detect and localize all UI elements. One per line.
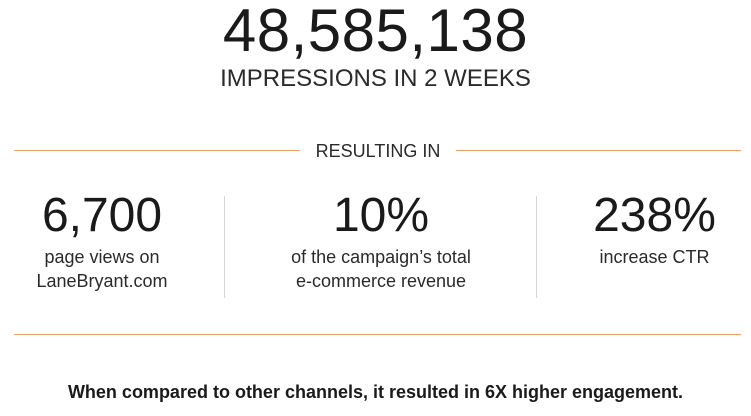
divider-line-right (456, 150, 741, 151)
stat-revenue-share: 10% of the campaign’s total e-commerce r… (226, 188, 536, 292)
stat-value: 6,700 (41, 189, 163, 242)
stat-ctr-increase: 238% increase CTR (558, 188, 751, 268)
stat-description-line: e-commerce revenue (295, 271, 467, 291)
stat-value: 238% (593, 189, 716, 242)
bottom-divider (14, 334, 741, 335)
stat-description-line: page views on (44, 247, 160, 267)
stat-separator (224, 196, 225, 298)
section-label: RESULTING IN (315, 141, 441, 161)
stat-page-views: 6,700 page views on LaneBryant.com (0, 188, 204, 292)
impressions-total: 48,585,138 (222, 0, 529, 64)
stat-description-line: LaneBryant.com (36, 271, 168, 291)
stat-description-line: of the campaign’s total (291, 247, 471, 267)
divider-line-left (14, 150, 300, 151)
stat-description-line: increase CTR (599, 247, 710, 267)
impressions-caption: IMPRESSIONS IN 2 WEEKS (220, 65, 531, 92)
summary-statement: When compared to other channels, it resu… (67, 382, 684, 402)
stat-separator (536, 196, 537, 298)
section-divider: RESULTING IN (14, 138, 741, 164)
stat-value: 10% (332, 189, 430, 242)
